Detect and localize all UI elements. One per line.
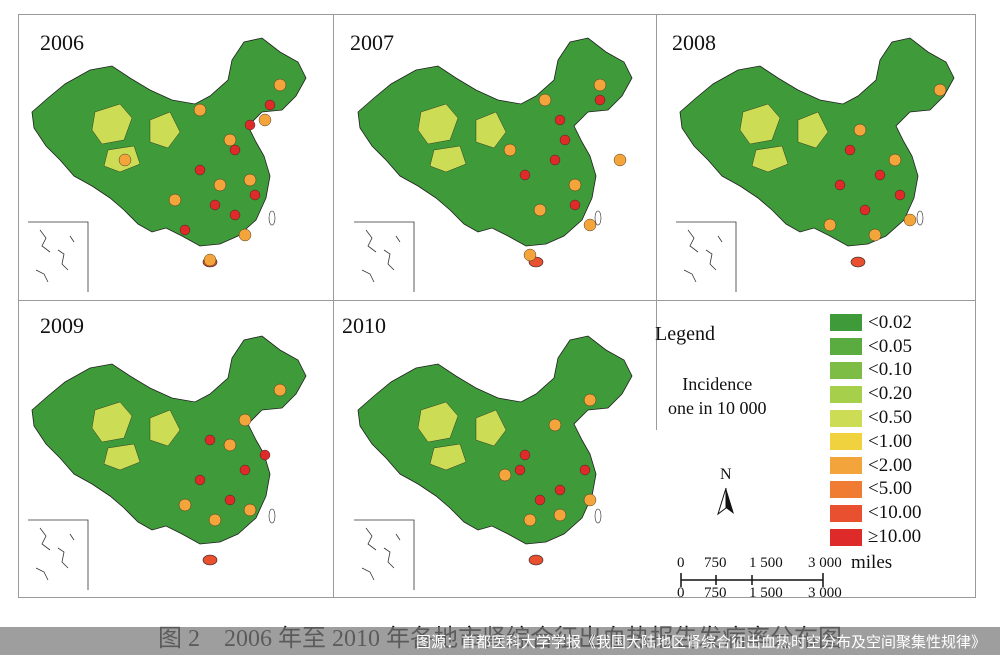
- legend-label: <2.00: [868, 454, 912, 476]
- scale-unit: miles: [851, 552, 893, 573]
- panel-year-label: 2008: [672, 30, 716, 55]
- legend-swatch: [830, 504, 862, 522]
- legend-swatch: [830, 409, 862, 427]
- scale-top-tick: 3 000: [808, 555, 842, 571]
- legend-item: <0.02: [830, 311, 921, 335]
- north-arrow: N: [712, 466, 742, 524]
- legend-swatch: [830, 433, 862, 451]
- legend-list: <0.02 <0.05 <0.10 <0.20 <0.50 <1.00 <2.00 <5.00…: [830, 311, 921, 549]
- north-label: N: [720, 466, 732, 483]
- legend-item: <0.50: [830, 406, 921, 430]
- legend-swatch: [830, 314, 862, 332]
- source-banner: 图源：首都医科大学学报《我国大陆地区肾综合征出血热时空分布及空间聚集性规律》: [0, 627, 1000, 655]
- legend-label: <0.50: [868, 407, 912, 429]
- legend-item: <2.00: [830, 454, 921, 478]
- panel-year-label: 2006: [40, 30, 84, 55]
- panel-year-label: 2009: [40, 313, 84, 338]
- legend-swatch: [830, 361, 862, 379]
- legend-title: Legend: [655, 323, 715, 345]
- figure-frame: [18, 14, 976, 598]
- scale-bar-graphic: [680, 573, 824, 587]
- scale-top-tick: 750: [704, 555, 727, 571]
- scale-top-tick: 0: [677, 555, 685, 571]
- legend-item: <10.00: [830, 501, 921, 525]
- legend-label: <5.00: [868, 478, 912, 500]
- legend-item: <5.00: [830, 478, 921, 502]
- legend-item: ≥10.00: [830, 525, 921, 549]
- legend-item: <0.05: [830, 335, 921, 359]
- panel-year-label: 2010: [342, 313, 386, 338]
- legend-label: <0.05: [868, 335, 912, 357]
- legend-subtitle-line1: Incidence: [682, 374, 753, 394]
- legend-swatch: [830, 385, 862, 403]
- legend-item: <0.20: [830, 382, 921, 406]
- source-banner-text: 图源：首都医科大学学报《我国大陆地区肾综合征出血热时空分布及空间聚集性规律》: [415, 633, 986, 651]
- panel-divider-right: [656, 14, 657, 300]
- scale-bar: 0 750 1 500 3 000 miles 0 750 1 500 3 00…: [675, 552, 915, 605]
- legend-label: ≥10.00: [868, 526, 922, 548]
- panel-divider-left: [333, 14, 334, 598]
- legend-swatch: [830, 528, 862, 546]
- panel-divider-horizontal: [18, 300, 976, 301]
- panel-year-label: 2007: [350, 30, 394, 55]
- legend-swatch: [830, 480, 862, 498]
- legend-swatch: [830, 457, 862, 475]
- scale-top-tick: 1 500: [749, 555, 783, 571]
- legend-label: <0.02: [868, 311, 912, 333]
- scale-bottom-tick: 3 000: [808, 585, 842, 601]
- panel-divider-legend: [656, 300, 657, 430]
- scale-bottom-tick: 750: [704, 585, 727, 601]
- legend-subtitle-line2: one in 10 000: [668, 398, 767, 418]
- legend-item: <0.10: [830, 359, 921, 383]
- scale-bottom-tick: 1 500: [749, 585, 783, 601]
- legend-label: <10.00: [868, 502, 922, 524]
- legend-swatch: [830, 338, 862, 356]
- legend-item: <1.00: [830, 430, 921, 454]
- north-arrow-icon: [717, 487, 734, 516]
- legend-subtitle: Incidence one in 10 000: [668, 372, 767, 420]
- legend-label: <0.20: [868, 383, 912, 405]
- scale-bottom-tick: 0: [677, 585, 685, 601]
- legend-label: <1.00: [868, 430, 912, 452]
- legend-label: <0.10: [868, 359, 912, 381]
